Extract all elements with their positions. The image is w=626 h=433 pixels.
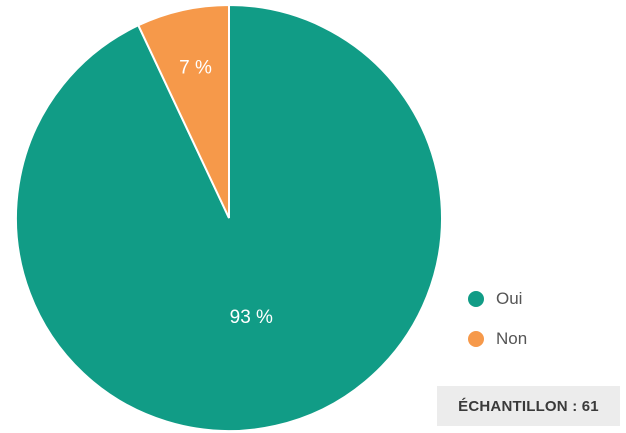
legend-item-non: Non [468,328,527,350]
sample-size-label: ÉCHANTILLON : 61 [458,397,599,415]
pie-slice-non [136,3,230,219]
legend: Oui Non [468,288,527,368]
legend-item-oui: Oui [468,288,527,310]
slice-label-non: 7 % [179,57,212,78]
sample-size-badge: ÉCHANTILLON : 61 [437,386,620,426]
legend-swatch-oui [468,291,484,307]
slice-label-oui: 93 % [230,307,273,328]
legend-swatch-non [468,331,484,347]
legend-label-oui: Oui [496,289,523,308]
legend-label-non: Non [496,329,528,348]
